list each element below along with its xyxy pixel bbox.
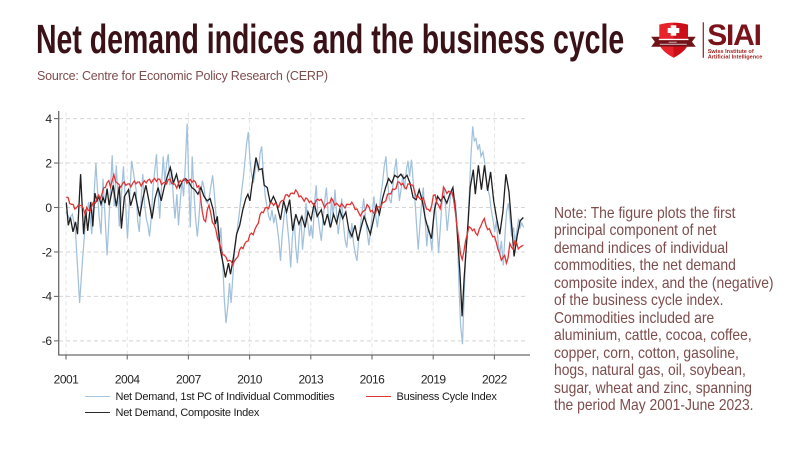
svg-text:2001: 2001 bbox=[54, 373, 80, 387]
svg-text:2004: 2004 bbox=[115, 373, 141, 387]
svg-text:SIAI: SIAI bbox=[707, 19, 761, 52]
svg-text:-4: -4 bbox=[42, 290, 52, 304]
svg-text:2: 2 bbox=[45, 156, 52, 170]
svg-text:2013: 2013 bbox=[298, 373, 324, 387]
svg-text:4: 4 bbox=[45, 112, 52, 126]
svg-text:2010: 2010 bbox=[237, 373, 263, 387]
svg-text:0: 0 bbox=[45, 201, 52, 215]
svg-text:-6: -6 bbox=[42, 334, 52, 348]
svg-text:Artificial Intelligence: Artificial Intelligence bbox=[708, 55, 763, 61]
svg-text:-2: -2 bbox=[42, 245, 52, 259]
svg-text:2022: 2022 bbox=[482, 373, 508, 387]
svg-text:Swiss Institute of: Swiss Institute of bbox=[708, 49, 754, 55]
svg-text:2019: 2019 bbox=[421, 373, 447, 387]
svg-text:2007: 2007 bbox=[176, 373, 202, 387]
svg-text:2016: 2016 bbox=[360, 373, 386, 387]
